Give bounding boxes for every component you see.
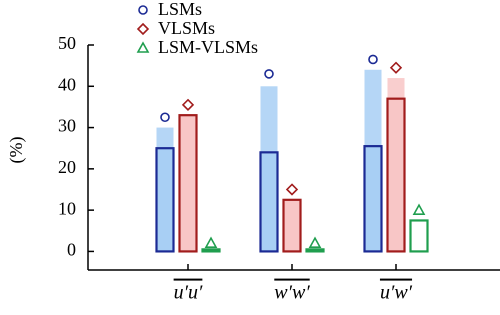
bar bbox=[178, 114, 198, 253]
x-tick-label: w′w′ bbox=[274, 282, 310, 304]
bar bbox=[155, 147, 175, 253]
y-tick-label: 20 bbox=[58, 157, 76, 177]
bar bbox=[305, 248, 325, 253]
marker bbox=[368, 54, 378, 65]
legend-label: LSM-VLSMs bbox=[158, 37, 258, 57]
legend-symbol bbox=[136, 41, 150, 53]
legend-symbol bbox=[138, 5, 148, 15]
y-tick-label: 30 bbox=[58, 116, 76, 136]
legend-label: VLSMs bbox=[158, 18, 215, 38]
bar bbox=[386, 97, 406, 253]
bar bbox=[259, 151, 279, 253]
bar bbox=[201, 248, 221, 253]
x-tick-label: u′w′ bbox=[380, 282, 413, 304]
y-tick-label: 10 bbox=[58, 198, 76, 218]
y-tick-label: 0 bbox=[67, 240, 76, 260]
marker bbox=[264, 69, 274, 79]
y-axis-label: (%) bbox=[6, 137, 27, 164]
y-tick-label: 50 bbox=[58, 33, 76, 53]
legend-symbol bbox=[136, 22, 150, 36]
legend-label: LSMs bbox=[158, 0, 202, 19]
bar bbox=[363, 145, 383, 253]
marker bbox=[412, 203, 426, 215]
y-tick-label: 40 bbox=[58, 74, 76, 94]
x-tick-label: u′u′ bbox=[174, 282, 203, 304]
marker bbox=[389, 61, 403, 74]
marker bbox=[181, 98, 195, 111]
marker bbox=[204, 236, 218, 248]
marker bbox=[160, 112, 170, 123]
marker bbox=[308, 236, 322, 248]
marker bbox=[285, 183, 299, 196]
bar bbox=[282, 198, 302, 253]
bar bbox=[409, 219, 429, 253]
